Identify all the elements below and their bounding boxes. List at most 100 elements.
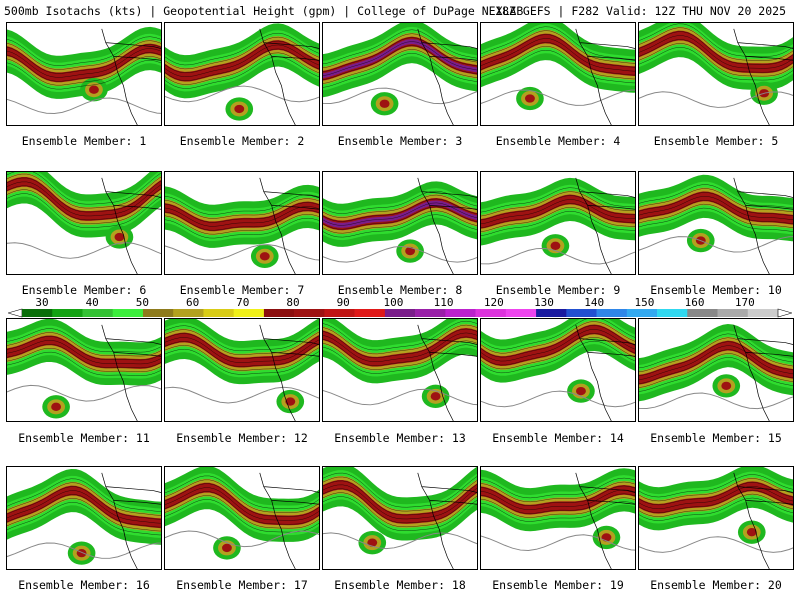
ensemble-member-map xyxy=(480,466,636,570)
ensemble-member-map xyxy=(480,318,636,422)
height-contour xyxy=(7,40,161,70)
closed-low-isotach xyxy=(259,252,270,261)
ensemble-member-map xyxy=(6,318,162,422)
height-contour xyxy=(639,196,793,220)
height-line-grey xyxy=(165,530,319,548)
jet-core-band xyxy=(639,340,793,385)
height-contour xyxy=(481,477,635,499)
coastline-borders xyxy=(575,324,635,421)
jet-core-band xyxy=(165,482,319,526)
ensemble-member-map xyxy=(322,466,478,570)
height-contour xyxy=(323,320,477,351)
height-contour xyxy=(481,207,635,232)
height-contour xyxy=(639,474,793,498)
coastline-borders xyxy=(575,472,635,569)
height-contour xyxy=(165,33,319,66)
closed-low-isotach xyxy=(405,246,416,256)
jet-core-band xyxy=(165,332,319,368)
height-contour xyxy=(323,198,477,222)
height-contour xyxy=(7,328,161,353)
ensemble-member-map xyxy=(322,22,478,126)
height-contour xyxy=(639,341,793,376)
jet-core-band xyxy=(639,191,793,225)
height-contour xyxy=(639,31,793,65)
coastline-borders xyxy=(101,472,161,569)
ensemble-member-map xyxy=(164,171,320,275)
ensemble-member-label: Ensemble Member: 7 xyxy=(179,283,305,297)
scale-swatch xyxy=(203,309,234,317)
height-contour xyxy=(481,333,635,366)
height-line-grey xyxy=(7,242,161,259)
height-contour xyxy=(323,53,477,88)
height-line-grey xyxy=(481,390,635,408)
ensemble-member-map xyxy=(164,466,320,570)
height-contour xyxy=(7,52,161,82)
ensemble-member-map xyxy=(322,318,478,422)
closed-low-isotach xyxy=(746,528,757,537)
height-line-grey xyxy=(481,89,635,106)
closed-low-isotach xyxy=(76,548,87,558)
height-contour xyxy=(165,56,319,89)
jet-core-band xyxy=(165,40,319,82)
height-contour xyxy=(639,489,793,513)
ensemble-member-label: Ensemble Member: 18 xyxy=(334,578,466,592)
jet-max-band xyxy=(323,200,477,228)
height-contour xyxy=(165,483,319,517)
height-contour xyxy=(481,187,635,213)
scale-tick-label: 160 xyxy=(685,296,705,309)
height-contour xyxy=(323,340,477,370)
height-contour xyxy=(165,495,319,529)
scale-swatch xyxy=(173,309,204,317)
height-contour xyxy=(639,497,793,521)
height-line-grey xyxy=(639,392,793,410)
height-contour xyxy=(165,202,319,223)
height-contour xyxy=(323,332,477,362)
height-contour xyxy=(323,344,477,374)
height-contour xyxy=(7,173,161,209)
height-contour xyxy=(639,345,793,380)
scale-swatch xyxy=(22,309,53,317)
closed-low-isotach xyxy=(51,402,62,412)
height-contour xyxy=(639,184,793,209)
coastline-borders xyxy=(733,324,793,421)
height-contour xyxy=(639,23,793,57)
coastline-borders xyxy=(575,177,635,274)
closed-low-isotach xyxy=(550,241,561,250)
height-line-grey xyxy=(323,532,477,550)
height-contour xyxy=(481,34,635,68)
height-contour xyxy=(481,191,635,217)
scale-swatch xyxy=(142,309,174,317)
closed-low-isotach xyxy=(721,381,732,391)
height-line-grey xyxy=(165,386,319,404)
coastline-borders xyxy=(259,472,319,569)
coastline-borders xyxy=(101,324,161,421)
height-contour xyxy=(639,333,793,369)
height-contour xyxy=(7,486,161,520)
height-contour xyxy=(165,44,319,77)
height-contour xyxy=(639,493,793,517)
scale-swatch xyxy=(566,309,597,317)
height-contour xyxy=(639,47,793,81)
ensemble-member-map xyxy=(6,466,162,570)
jet-core-band xyxy=(639,481,793,514)
jet-core-band xyxy=(7,43,161,83)
height-contour xyxy=(165,329,319,355)
ensemble-member-label: Ensemble Member: 5 xyxy=(653,134,779,148)
height-contour xyxy=(7,60,161,90)
height-contour xyxy=(165,349,319,375)
height-contour xyxy=(7,348,161,372)
scale-arrow-left xyxy=(8,308,23,318)
ensemble-member-label: Ensemble Member: 10 xyxy=(650,283,782,297)
height-contour xyxy=(165,345,319,371)
scale-tick-label: 60 xyxy=(186,296,199,309)
height-contour xyxy=(481,489,635,510)
height-contour xyxy=(481,26,635,60)
height-contour xyxy=(323,202,477,226)
height-contour xyxy=(7,332,161,357)
coastline-borders xyxy=(417,28,477,125)
scale-tick-label: 120 xyxy=(484,296,504,309)
height-contour xyxy=(7,490,161,524)
jet-core-band xyxy=(165,201,319,232)
ensemble-member-label: Ensemble Member: 19 xyxy=(492,578,624,592)
coastline-borders xyxy=(417,324,477,421)
